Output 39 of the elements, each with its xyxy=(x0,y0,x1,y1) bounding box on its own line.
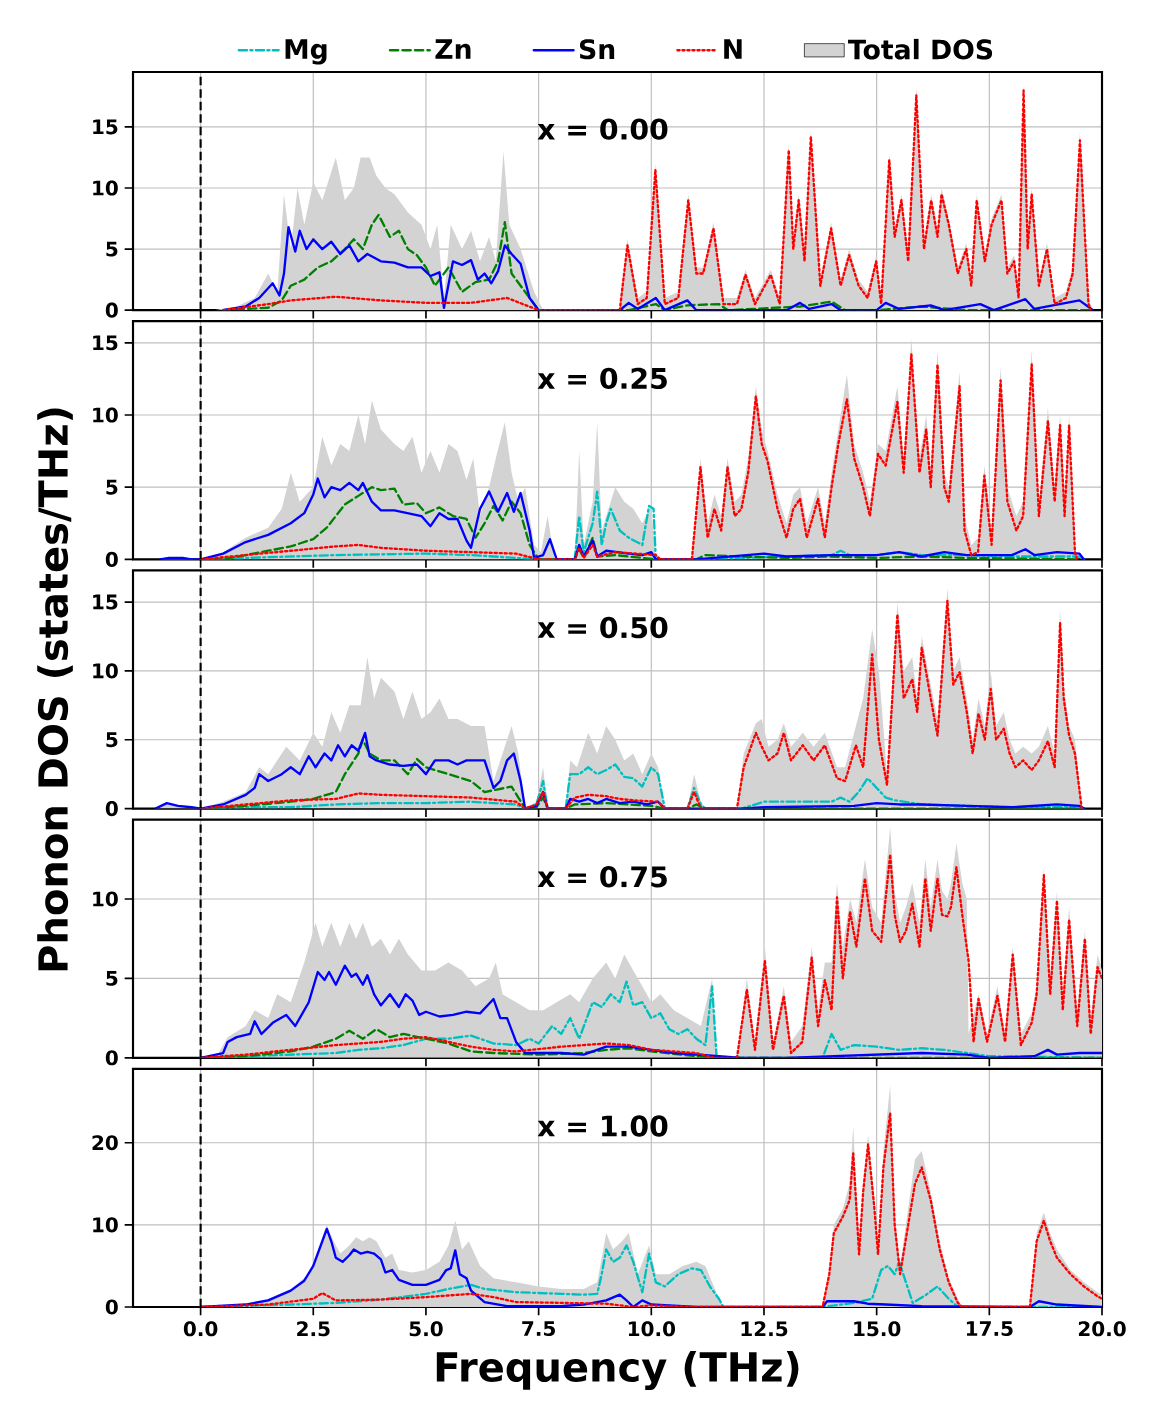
y-tick-label: 10 xyxy=(93,1217,118,1233)
y-tick-label: 0 xyxy=(105,551,118,567)
annotation: x = 0.00 xyxy=(537,118,668,140)
y-tick-label: 5 xyxy=(106,970,118,986)
y-tick-label: 0 xyxy=(105,1299,118,1315)
x-tick-label: 15.0 xyxy=(854,1321,901,1337)
legend-label: N xyxy=(724,39,742,59)
annotation: x = 0.50 xyxy=(537,616,668,639)
y-tick-label: 15 xyxy=(93,119,118,135)
y-tick-label: 15 xyxy=(93,335,118,351)
y-tick-label: 10 xyxy=(93,407,118,423)
y-tick-label: 0 xyxy=(105,801,118,817)
x-tick-label: 12.5 xyxy=(741,1321,788,1337)
x-tick-label: 0.0 xyxy=(183,1321,218,1337)
y-axis-title: Phonon DOS (states/THz) xyxy=(37,408,73,971)
y-tick-label: 0 xyxy=(105,1050,118,1066)
legend-label: Zn xyxy=(435,39,471,59)
x-tick-label: 5.0 xyxy=(409,1321,443,1337)
y-tick-label: 10 xyxy=(93,663,118,679)
y-tick-label: 5 xyxy=(106,241,118,257)
y-tick-label: 0 xyxy=(105,302,118,318)
annotation: x = 1.00 xyxy=(537,1115,668,1137)
legend-label: Total DOS xyxy=(848,38,993,60)
x-tick-label: 20.0 xyxy=(1078,1321,1126,1337)
legend-label: Mg xyxy=(285,39,327,65)
y-tick-label: 10 xyxy=(93,891,118,907)
annotation: x = 0.25 xyxy=(537,367,667,390)
x-tick-label: 10.0 xyxy=(628,1321,676,1337)
x-axis-title: Frequency (THz) xyxy=(436,1351,799,1391)
legend-label: Sn xyxy=(579,39,615,60)
x-tick-label: 17.5 xyxy=(966,1321,1013,1337)
x-tick-label: 2.5 xyxy=(297,1321,330,1337)
y-tick-label: 10 xyxy=(93,180,118,196)
x-tick-label: 7.5 xyxy=(522,1321,555,1337)
y-tick-label: 5 xyxy=(106,732,118,748)
y-tick-label: 20 xyxy=(92,1135,118,1151)
y-tick-label: 5 xyxy=(106,479,118,495)
annotation: x = 0.75 xyxy=(537,866,667,888)
y-tick-label: 15 xyxy=(93,594,118,610)
